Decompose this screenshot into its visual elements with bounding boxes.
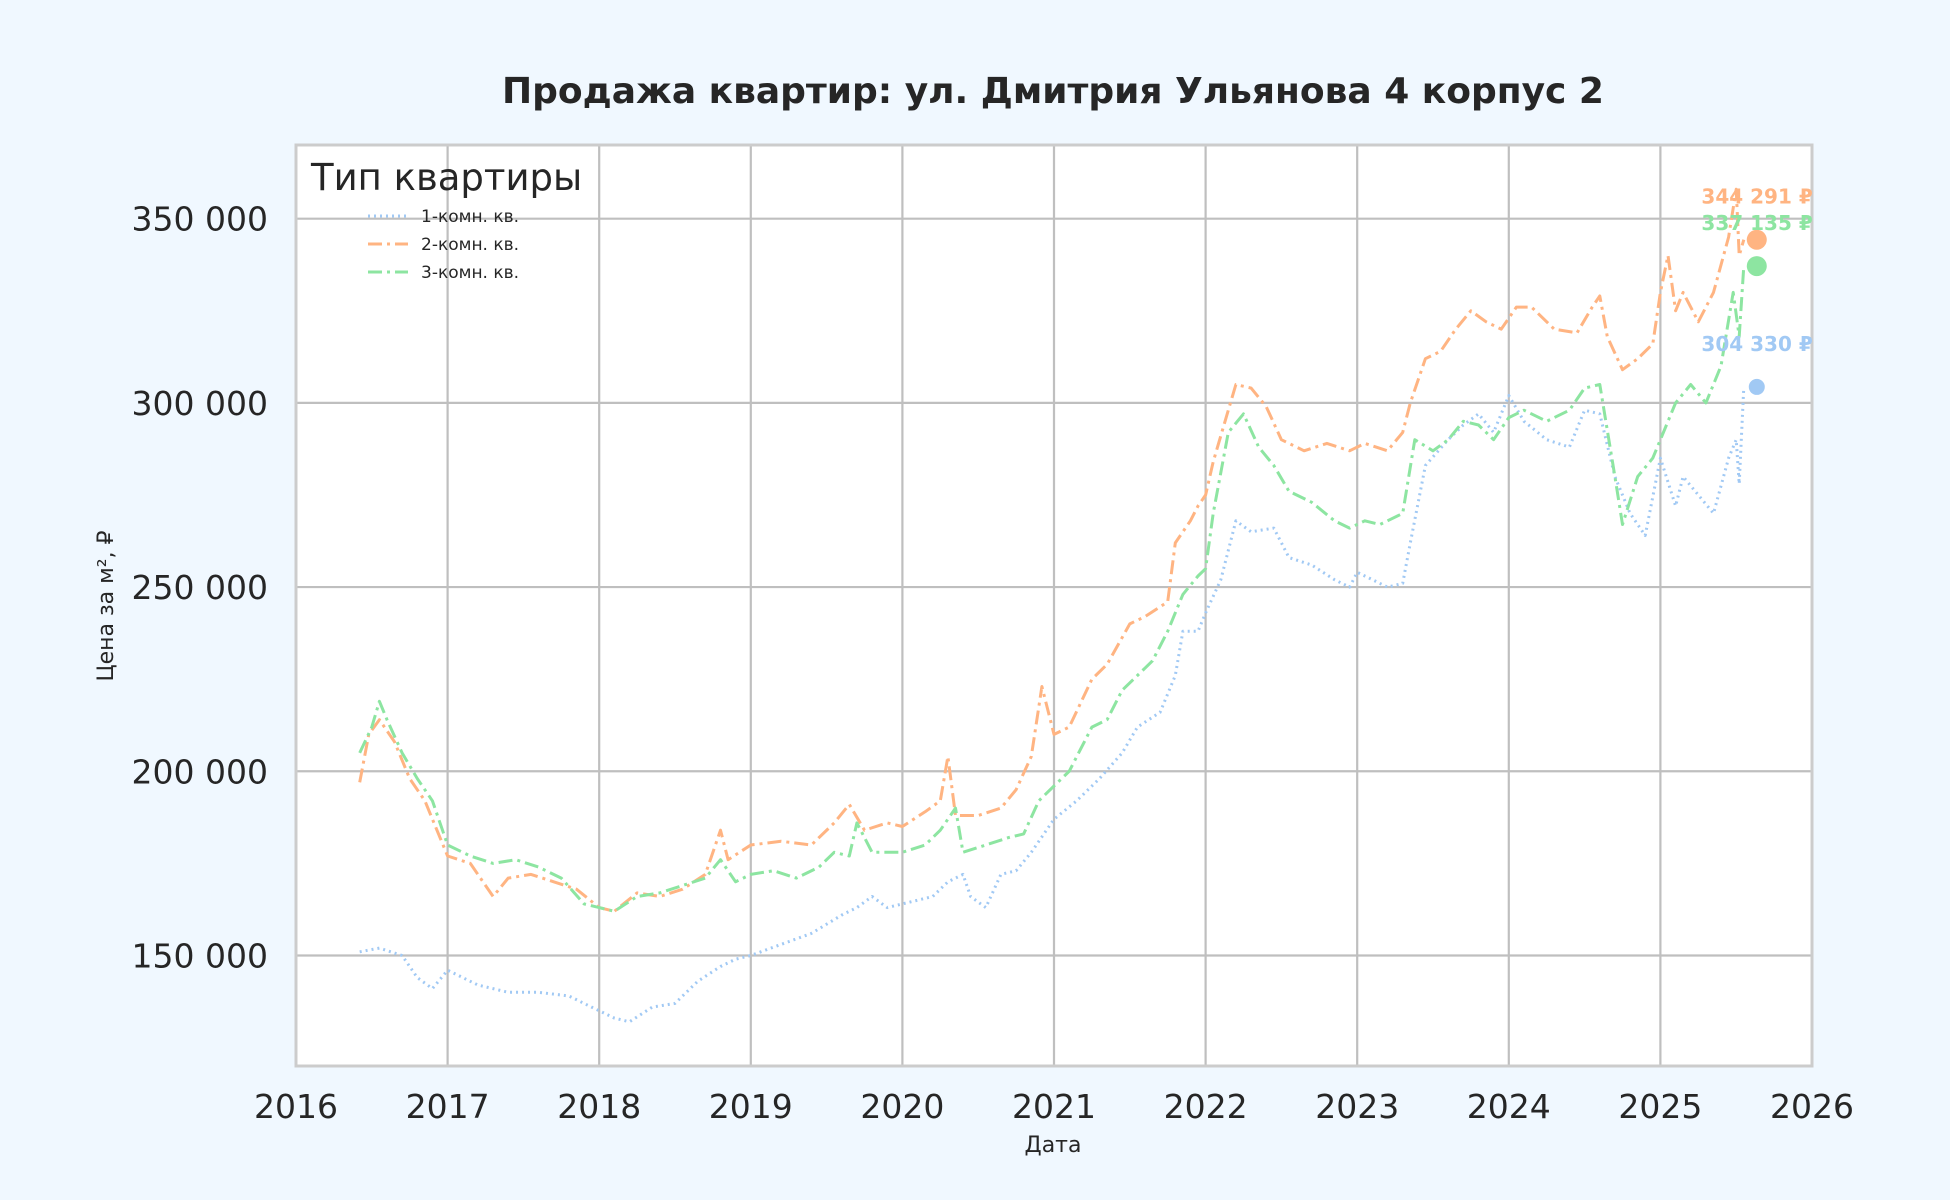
series-line-1 [359, 386, 1746, 1024]
x-tick-label: 2026 [1770, 1087, 1854, 1126]
series-layer [358, 187, 1746, 1024]
legend-item-label-3: 3-комн. кв. [421, 263, 519, 283]
series-end-point-2 [1746, 229, 1767, 250]
x-tick-labels: 2016 2017 2018 2019 2020 2021 2022 2023 2024 2025… [254, 1087, 1854, 1126]
legend-title: Тип квартиры [310, 156, 582, 199]
y-tick-label: 250 000 [132, 568, 268, 607]
x-tick-label: 2016 [254, 1087, 338, 1126]
series-end-label-2: 344 291 ₽ [1701, 185, 1812, 209]
y-tick-label: 350 000 [132, 200, 268, 239]
y-tick-label: 150 000 [132, 936, 268, 975]
legend-item-label-1: 1-комн. кв. [421, 207, 519, 227]
legend-item-label-2: 2-комн. кв. [421, 235, 519, 255]
y-axis-label: Цена за м², ₽ [94, 530, 119, 681]
x-axis-label: Дата [1025, 1133, 1082, 1158]
y-tick-label: 200 000 [132, 752, 268, 791]
plot-frame [294, 143, 1814, 1068]
legend: Тип квартиры 1-комн. кв. 2-комн. кв. 3-ком… [310, 156, 582, 283]
series-line-3 [358, 266, 1746, 913]
series-end-point-3 [1746, 256, 1767, 277]
x-tick-label: 2025 [1618, 1087, 1702, 1126]
series-end-label-3: 337 135 ₽ [1701, 211, 1812, 235]
x-tick-label: 2020 [860, 1087, 944, 1126]
series-end-label-1: 304 330 ₽ [1701, 332, 1812, 356]
end-markers: 304 330 ₽ 344 291 ₽337 135 ₽ [1701, 185, 1813, 395]
series-end-point-1 [1748, 378, 1765, 395]
x-tick-label: 2023 [1315, 1087, 1399, 1126]
x-tick-label: 2018 [557, 1087, 641, 1126]
y-tick-labels: 150 000 200 000 250 000 300 000 350 000 [132, 200, 268, 976]
chart-title: Продажа квартир: ул. Дмитрия Ульянова 4 … [502, 71, 1604, 112]
x-tick-label: 2021 [1012, 1087, 1096, 1126]
x-tick-label: 2024 [1467, 1087, 1551, 1126]
x-tick-label: 2017 [406, 1087, 490, 1126]
y-tick-label: 300 000 [132, 384, 268, 423]
x-tick-label: 2019 [709, 1087, 793, 1126]
x-tick-label: 2022 [1164, 1087, 1248, 1126]
